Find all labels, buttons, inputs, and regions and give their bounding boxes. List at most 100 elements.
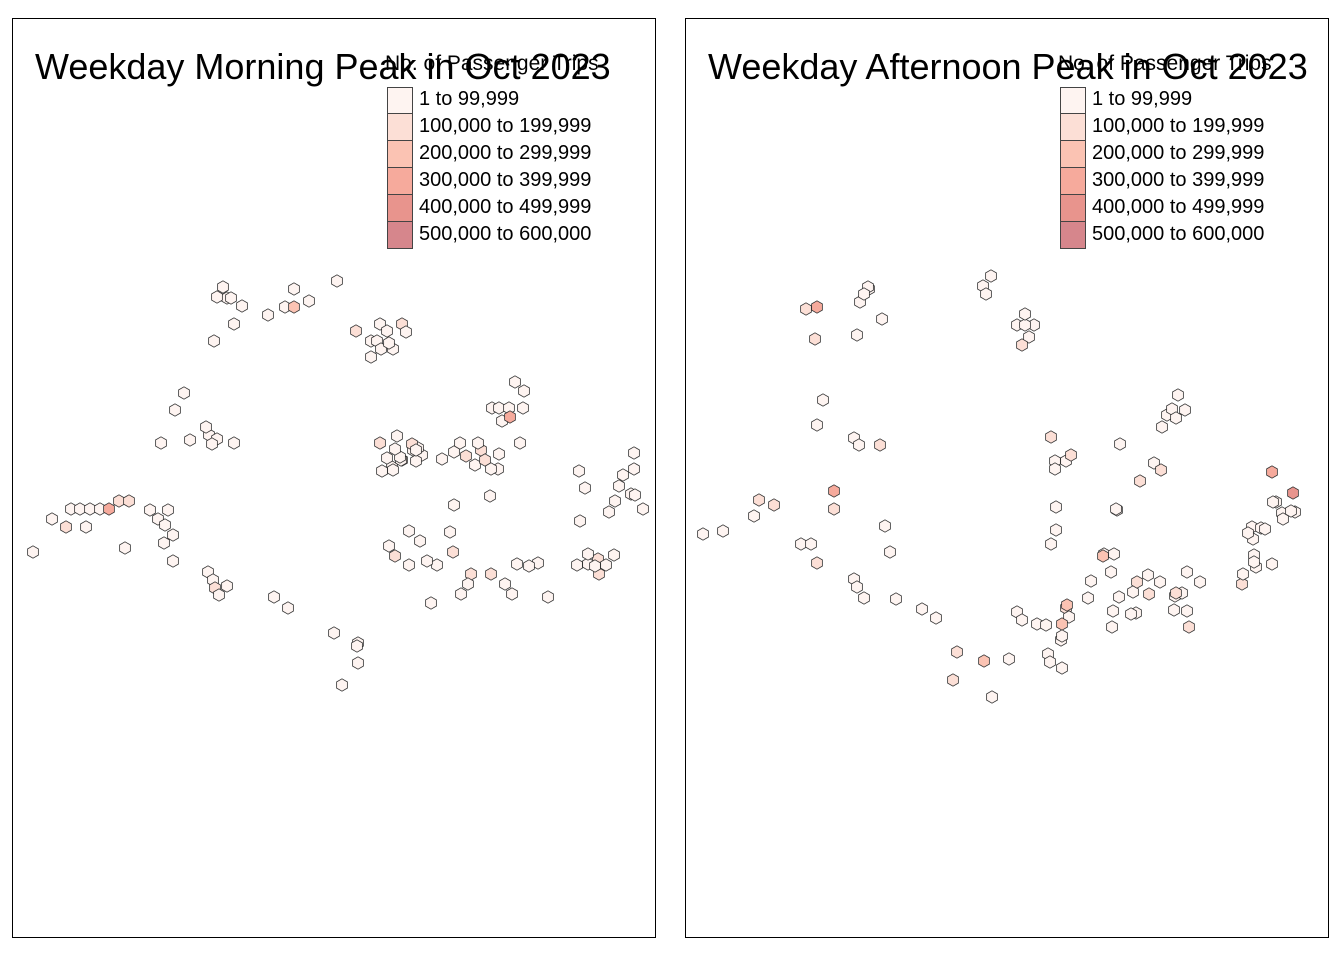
hexagon-cell (184, 433, 196, 447)
hexagon-cell (1242, 526, 1254, 540)
hexagon-cell (1107, 604, 1119, 618)
hexagon-cell (228, 317, 240, 331)
hexagon-cell (113, 494, 125, 508)
hexagon-cell (1181, 565, 1193, 579)
hexagon-cell (158, 536, 170, 550)
legend-swatch (1060, 87, 1086, 114)
legend-label: 100,000 to 199,999 (419, 115, 592, 137)
hexagon-cell (506, 587, 518, 601)
hexagon-cell (851, 328, 863, 342)
hexagon-cell (431, 558, 443, 572)
hexagon-cell (1061, 598, 1073, 612)
hexagon-cell (119, 541, 131, 555)
hexagon-cell (748, 509, 760, 523)
hexagon-cell (383, 539, 395, 553)
hexagon-cell (1172, 388, 1184, 402)
hexagon-cell (1050, 500, 1062, 514)
hexagon-cell (532, 556, 544, 570)
hexagon-cell (282, 601, 294, 615)
hexagon-cell (753, 493, 765, 507)
hexagon-cell (387, 463, 399, 477)
hexagon-cell (608, 548, 620, 562)
hexagon-cell (876, 312, 888, 326)
hexagon-cell (460, 449, 472, 463)
hexagon-cell (697, 527, 709, 541)
hexagon-cell (80, 520, 92, 534)
hexagon-cell (447, 545, 459, 559)
hexagon-cell (574, 514, 586, 528)
hexagon-cell (381, 324, 393, 338)
hexagon-cell (828, 502, 840, 516)
hexagon-cell (717, 524, 729, 538)
hexagon-cell (84, 502, 96, 516)
hexagon-cell (509, 375, 521, 389)
hexagon-cell (1113, 590, 1125, 604)
hexagon-cell (879, 519, 891, 533)
hexagon-cell (1143, 587, 1155, 601)
hexagon-cell (884, 545, 896, 559)
hexagon-cell (517, 401, 529, 415)
hexagon-cell (484, 489, 496, 503)
hexagon-cell (890, 592, 902, 606)
hexagon-cell (123, 494, 135, 508)
hexagon-cell (469, 458, 481, 472)
legend-item: 400,000 to 499,999 (385, 195, 645, 222)
hexagon-cell (155, 436, 167, 450)
hexagon-cell (1142, 568, 1154, 582)
legend-swatch (387, 87, 413, 114)
legend-title: No. of Passenger Trips (1058, 52, 1272, 75)
hexagon-cell (573, 464, 585, 478)
legend-item: 300,000 to 399,999 (1058, 168, 1318, 195)
hexagon-cell (169, 403, 181, 417)
hexagon-cell (389, 442, 401, 456)
hexagon-cell (178, 386, 190, 400)
hexagon-cell (403, 558, 415, 572)
legend-label: 200,000 to 299,999 (419, 142, 592, 164)
map-title-morning: Weekday Morning Peak in Oct 2023 (35, 46, 611, 87)
hexagon-cell (454, 436, 466, 450)
hexagon-cell (1106, 620, 1118, 634)
hexagon-cell (1003, 652, 1015, 666)
legend-label: 400,000 to 499,999 (1092, 196, 1265, 218)
hexagon-cell (499, 577, 511, 591)
hexagon-cell (448, 498, 460, 512)
hexagon-cell (236, 299, 248, 313)
hexagon-cell (400, 325, 412, 339)
hexagon-cell (511, 557, 523, 571)
hexagon-cell (1285, 504, 1297, 518)
hexagon-cell (582, 547, 594, 561)
hexagon-cell (1181, 604, 1193, 618)
hexagon-cell (1097, 549, 1109, 563)
hexagon-cell (1056, 617, 1068, 631)
hexagon-cell (1023, 330, 1035, 344)
hexagon-cell (217, 280, 229, 294)
hexagon-cell (376, 464, 388, 478)
hexagon-cell (444, 525, 456, 539)
hexagon-cell (1156, 420, 1168, 434)
hexagon-cell (74, 502, 86, 516)
legend-item: 200,000 to 299,999 (1058, 141, 1318, 168)
hexagon-cell (609, 494, 621, 508)
hexagon-cell (46, 512, 58, 526)
hexagon-cell (206, 437, 218, 451)
hexagon-cell (1105, 565, 1117, 579)
hexagon-cell (1259, 522, 1271, 536)
hexagon-cell (391, 429, 403, 443)
hexagon-cell (436, 452, 448, 466)
hexagon-cell (303, 294, 315, 308)
hexagon-cell (221, 579, 233, 593)
hexagon-cell (1056, 661, 1068, 675)
hexagon-cell (1168, 603, 1180, 617)
hexagon-cell (523, 559, 535, 573)
hexagon-cell (1125, 607, 1137, 621)
hexagon-cell (1065, 448, 1077, 462)
hexagon-cell (1155, 463, 1167, 477)
legend-swatch (1060, 195, 1086, 222)
hexagon-cell (504, 410, 516, 424)
hexagon-cell (144, 503, 156, 517)
hexagon-cell (485, 462, 497, 476)
hexagon-map-morning (27, 274, 649, 692)
hexagon-cell (162, 503, 174, 517)
hexagon-cell (1266, 465, 1278, 479)
hexagon-cell (288, 282, 300, 296)
